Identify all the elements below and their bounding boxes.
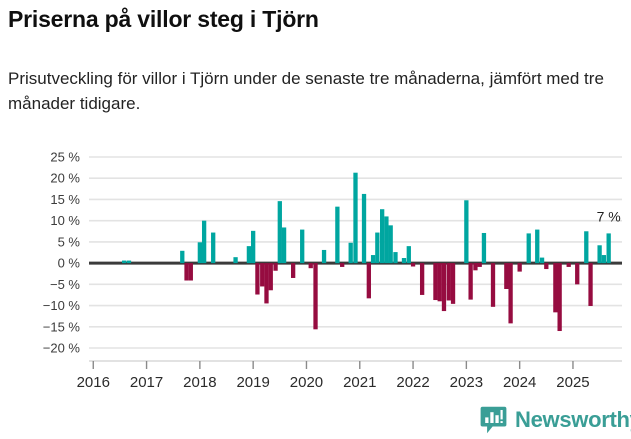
chart-bar bbox=[450, 263, 456, 304]
chart-bar bbox=[388, 225, 393, 264]
chart-bar bbox=[335, 206, 340, 264]
bar-chart-svg: 25 % 20 % 15 % 10 % 5 % 0 % −5 % −10 % −15 % −20 … bbox=[43, 150, 622, 391]
x-axis-tick-label: 2019 bbox=[236, 374, 269, 391]
chart-bar bbox=[313, 263, 318, 330]
chart-bar bbox=[433, 263, 438, 301]
chart-bar bbox=[340, 263, 345, 267]
chart-bar bbox=[508, 263, 513, 324]
x-axis-tick-label: 2016 bbox=[77, 374, 110, 391]
chart-bar bbox=[539, 257, 545, 264]
x-axis-tick-label: 2018 bbox=[183, 374, 216, 391]
chart-bar bbox=[197, 242, 203, 264]
chart-bar bbox=[535, 229, 540, 264]
chart-bar bbox=[406, 246, 411, 264]
chart-bar bbox=[544, 263, 549, 270]
logo-wordmark: Newsworthy bbox=[515, 407, 631, 432]
x-axis-tick-label: 2017 bbox=[130, 374, 163, 391]
chart-bar bbox=[300, 229, 305, 264]
chart-bar bbox=[606, 233, 611, 264]
chart-bar bbox=[584, 231, 589, 264]
chart-bar bbox=[290, 263, 296, 278]
bar-chart-speech-bubble-icon bbox=[480, 406, 507, 434]
x-axis-tick-label: 2022 bbox=[396, 374, 429, 391]
chart-bar bbox=[353, 172, 358, 264]
x-axis-tick-label: 2024 bbox=[503, 374, 536, 391]
y-axis-tick-label: −5 % bbox=[50, 277, 80, 292]
y-axis-tick-label: 0 % bbox=[58, 256, 81, 271]
chart-bar bbox=[246, 246, 252, 264]
y-axis-tick-label: −20 % bbox=[43, 341, 81, 356]
chart-bar bbox=[211, 232, 216, 264]
chart-bar bbox=[477, 263, 482, 267]
x-axis-tick-label: 2020 bbox=[290, 374, 323, 391]
page-title: Priserna på villor steg i Tjörn bbox=[8, 6, 319, 32]
chart-bar bbox=[490, 263, 496, 307]
chart-bar bbox=[473, 263, 478, 271]
chart-bar bbox=[126, 260, 132, 264]
chart-bar bbox=[370, 255, 376, 264]
chart-bar bbox=[233, 257, 238, 264]
chart-bar bbox=[375, 232, 380, 264]
chart-bar bbox=[481, 232, 487, 264]
chart-bar bbox=[601, 255, 607, 264]
chart-bar bbox=[361, 193, 367, 264]
x-axis-tick-label: 2021 bbox=[343, 374, 376, 391]
chart-bar bbox=[464, 200, 469, 264]
chart-bar bbox=[188, 263, 193, 281]
chart-bar bbox=[201, 220, 207, 264]
chart-bar bbox=[260, 263, 265, 287]
chart-bar bbox=[264, 263, 269, 304]
chart-bar bbox=[348, 242, 353, 264]
chart-bar bbox=[446, 263, 451, 301]
chart-bar bbox=[255, 263, 260, 295]
y-axis-tick-label: 25 % bbox=[50, 150, 80, 165]
chart-bar bbox=[597, 245, 602, 264]
chart-bar bbox=[526, 233, 531, 264]
y-axis-tick-label: 15 % bbox=[50, 192, 80, 207]
chart-subtitle: Prisutveckling för villor i Tjörn under … bbox=[8, 69, 604, 113]
chart-bar bbox=[366, 263, 371, 299]
chart-bar bbox=[393, 252, 398, 264]
chart-bar bbox=[575, 263, 580, 285]
y-axis-tick-label: −15 % bbox=[43, 319, 81, 334]
chart-bar bbox=[308, 263, 313, 269]
chart-bar bbox=[553, 263, 558, 313]
chart-bar bbox=[184, 263, 189, 281]
chart-bar bbox=[410, 263, 416, 267]
chart-bar bbox=[557, 263, 562, 332]
chart-bar bbox=[380, 209, 385, 264]
chart-bar bbox=[468, 263, 473, 300]
chart-bar bbox=[566, 263, 571, 267]
y-axis-tick-label: −10 % bbox=[43, 298, 81, 313]
plot-area: 25 % 20 % 15 % 10 % 5 % 0 % −5 % −10 % −15 % −20 … bbox=[0, 145, 631, 395]
chart-bar bbox=[268, 263, 273, 291]
chart-bar bbox=[419, 263, 425, 295]
chart-bar bbox=[441, 263, 447, 312]
x-axis-tick-label: 2025 bbox=[556, 374, 589, 391]
chart-bar bbox=[281, 227, 287, 264]
chart-bar bbox=[504, 263, 509, 289]
chart-bar bbox=[401, 258, 407, 264]
chart-bar bbox=[517, 263, 522, 272]
chart-bar bbox=[321, 249, 327, 264]
chart-bar bbox=[384, 216, 389, 264]
y-axis-tick-label: 20 % bbox=[50, 171, 80, 186]
chart-bar bbox=[277, 201, 282, 264]
chart-bar bbox=[588, 263, 593, 306]
newsworthy-logo: Newsworthy bbox=[480, 406, 631, 434]
y-axis-tick-label: 10 % bbox=[50, 213, 80, 228]
chart-bar bbox=[273, 263, 278, 271]
chart-bar bbox=[180, 250, 185, 264]
chart-bar bbox=[122, 260, 127, 264]
value-annotation: 7 % bbox=[597, 208, 621, 224]
chart-bar bbox=[437, 263, 442, 302]
x-axis-tick-label: 2023 bbox=[450, 374, 483, 391]
y-axis-tick-label: 5 % bbox=[58, 234, 81, 249]
chart-bar bbox=[251, 230, 256, 264]
